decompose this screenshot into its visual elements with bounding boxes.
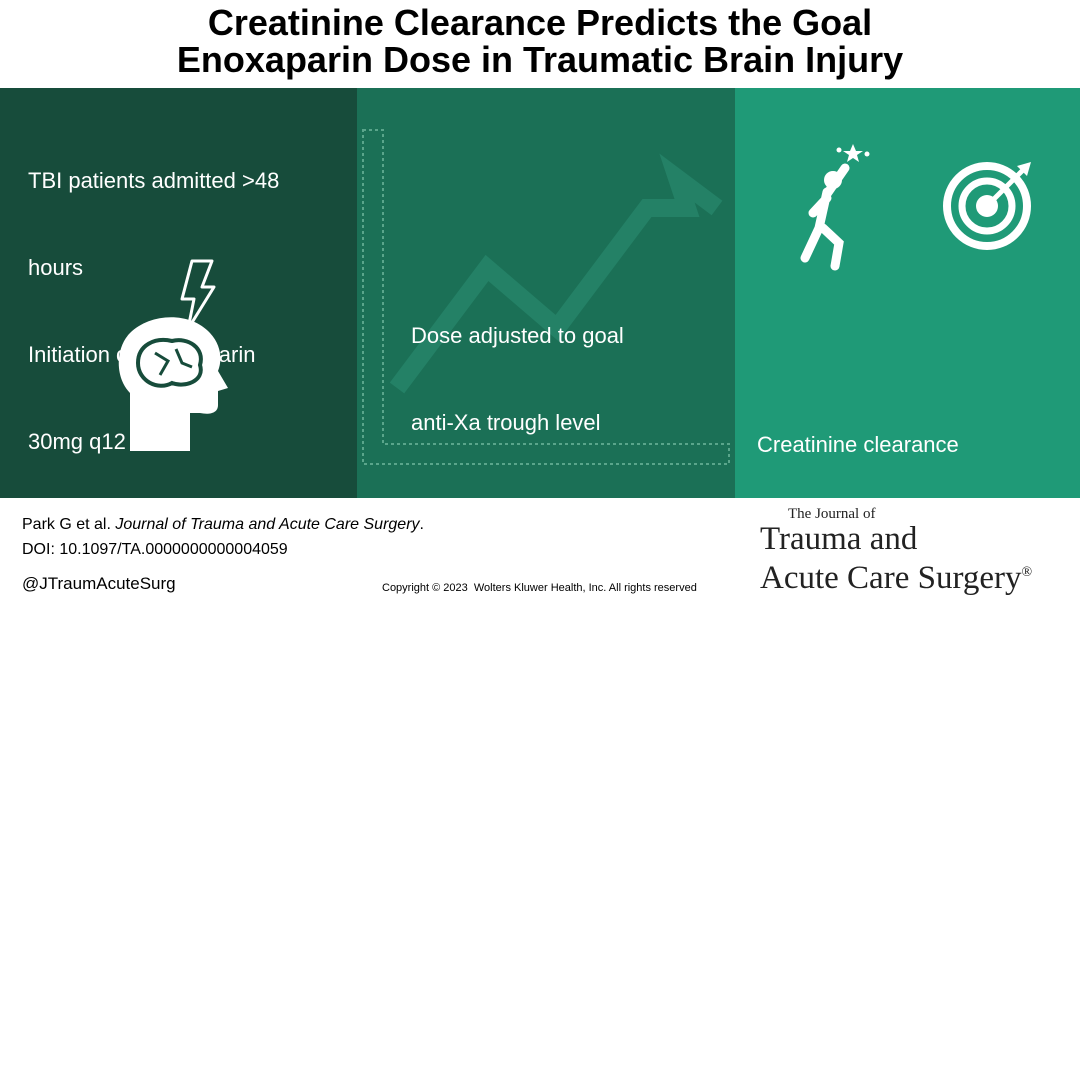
title: Creatinine Clearance Predicts the Goal E…	[0, 4, 1080, 78]
line: Pearsons correlation	[757, 838, 959, 863]
registered: ®	[1021, 565, 1033, 580]
logo-line: Acute Care Surgery®	[760, 556, 1032, 595]
panel-text: Dose adjusted to goal anti-Xa trough lev…	[411, 205, 626, 1075]
line: Dose adjusted to goal	[411, 323, 624, 348]
line: Creatinine clearance	[757, 432, 959, 457]
line: anti-Xa trough level	[411, 410, 601, 435]
doi: DOI: 10.1097/TA.0000000000004059	[22, 541, 288, 558]
text: vs 0.411	[916, 925, 1005, 950]
line: hours	[28, 255, 84, 280]
panel: TBI patients admitted >48 hours Initiati…	[0, 88, 357, 498]
text: Acute Care Surgery	[760, 560, 1022, 596]
logo-small: The Journal of	[788, 506, 876, 522]
block: Goal enoxaparin dose correlated with cre…	[411, 582, 626, 988]
citation: Park G et al. Journal of Trauma and Acut…	[22, 516, 424, 534]
success-icons	[800, 144, 1031, 271]
page: Creatinine Clearance Predicts the Goal E…	[0, 4, 1080, 950]
block: Dose adjusted to goal anti-Xa trough lev…	[411, 263, 626, 495]
panel-text: TBI patients admitted >48 hours Initiati…	[28, 108, 279, 514]
line: coefficient 0.484 vs 0.411	[757, 923, 1005, 952]
text: .	[419, 516, 424, 533]
line: and weight	[411, 903, 518, 928]
line: creatinine clearance	[411, 816, 608, 841]
title-line: Enoxaparin Dose in Traumatic Brain Injur…	[176, 39, 904, 80]
panel-text: Creatinine clearance predicts goal enoxa…	[757, 314, 1005, 1068]
journal: Journal of Trauma and Acute Care Surgery	[115, 516, 420, 533]
line: predicts goal enoxaparin	[757, 519, 997, 544]
panel: Creatinine clearance predicts goal enoxa…	[735, 88, 1080, 950]
block: Pearsons correlation coefficient 0.484 v…	[757, 778, 1005, 1010]
title-line: Creatinine Clearance Predicts the Goal	[207, 2, 873, 43]
chart-outline-icon	[362, 129, 730, 465]
brain-icon	[118, 259, 228, 451]
logo-line: Trauma and	[760, 521, 918, 557]
authors: Park G et al.	[22, 516, 116, 533]
line: dose better than weight	[757, 606, 986, 631]
line: Goal enoxaparin dose	[411, 642, 627, 667]
line: correlated with	[411, 729, 555, 754]
line: TBI patients admitted >48	[28, 168, 280, 193]
handle: @JTraumAcuteSurg	[22, 574, 176, 593]
text: coefficient	[757, 925, 862, 950]
panel: Dose adjusted to goal anti-Xa trough lev…	[357, 88, 735, 928]
bold-value: 0.484	[861, 925, 917, 950]
copyright: Copyright © 2023 Wolters Kluwer Health, …	[382, 582, 697, 594]
logo: Trauma and Acute Care Surgery®	[760, 522, 1032, 595]
